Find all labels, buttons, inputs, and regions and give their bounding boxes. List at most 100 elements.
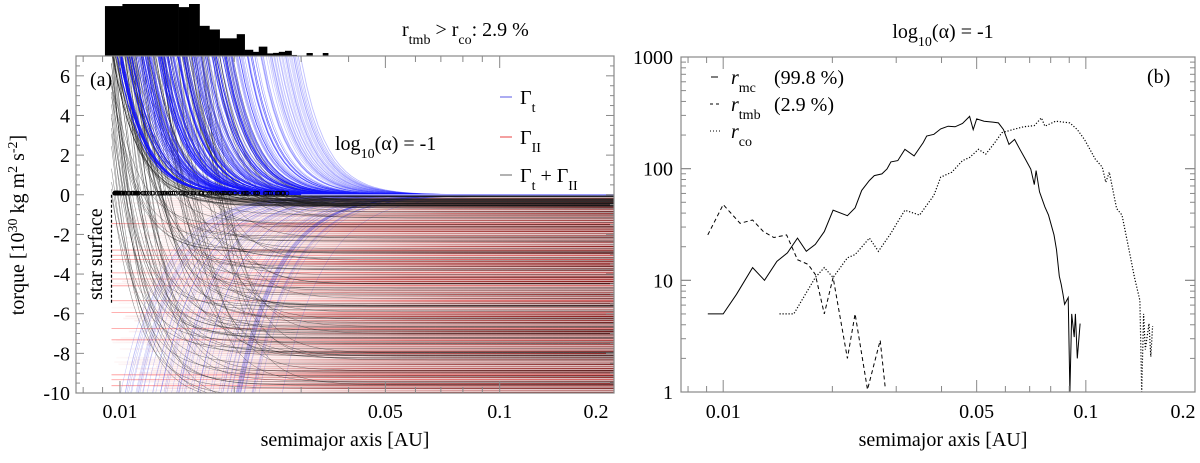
gamma-total-curve bbox=[162, 56, 614, 323]
corotation-crossing-marker bbox=[187, 190, 193, 196]
gamma-ii-line bbox=[140, 389, 614, 392]
y-tick-label: 4 bbox=[60, 105, 70, 127]
legend-gamma-sum: Γt + ΓII bbox=[520, 165, 578, 194]
panel-a-tag: (a) bbox=[90, 69, 112, 91]
y-tick-label: -8 bbox=[53, 343, 70, 365]
gamma-ii-line bbox=[111, 306, 614, 309]
gamma-total-curve bbox=[124, 56, 219, 393]
gamma-total-curve bbox=[125, 56, 614, 252]
corotation-crossing-marker bbox=[179, 190, 184, 196]
gamma-total-curve bbox=[167, 56, 614, 358]
gamma-total-curve bbox=[156, 56, 614, 258]
y-tick-label: 1000 bbox=[633, 47, 673, 69]
gamma-total-curve bbox=[162, 56, 614, 307]
y-tick-label: 2 bbox=[60, 145, 70, 167]
gamma-total-curve bbox=[160, 56, 614, 259]
gamma-total-curve bbox=[111, 83, 614, 344]
gamma-total-curve bbox=[117, 56, 614, 328]
gamma-ii-line bbox=[162, 394, 614, 396]
gamma-total-curve bbox=[121, 56, 614, 237]
corotation-crossing-marker bbox=[262, 190, 268, 196]
gamma-total-curve bbox=[131, 56, 614, 270]
corotation-crossing-marker bbox=[181, 190, 187, 196]
histogram-bar bbox=[219, 38, 238, 56]
corotation-crossing-marker bbox=[280, 190, 286, 196]
gamma-ii-line bbox=[154, 383, 614, 385]
legend-rtmb-pct: (2.9 %) bbox=[774, 94, 834, 116]
gamma-total-curve bbox=[111, 74, 614, 227]
panel-a-ylabel: torque [1030 kg m2 s-2] bbox=[6, 135, 30, 315]
gamma-total-curve bbox=[111, 196, 614, 349]
gamma-total-curve bbox=[113, 56, 614, 386]
gamma-ii-line bbox=[142, 308, 614, 311]
legend-rco-label: rco bbox=[731, 121, 752, 150]
gamma-total-curve bbox=[111, 133, 205, 393]
gamma-total-curve bbox=[168, 56, 614, 202]
gamma-total-curve bbox=[111, 181, 614, 342]
gamma-total-curve bbox=[163, 56, 614, 356]
histogram-annotation: rtmb > rco: 2.9 % bbox=[402, 19, 529, 48]
torque-curves bbox=[110, 56, 614, 400]
corotation-crossing-marker bbox=[207, 190, 213, 196]
gamma-total-curve bbox=[112, 56, 614, 338]
gamma-total-curve bbox=[148, 56, 614, 200]
gamma-total-curve bbox=[133, 56, 614, 267]
gamma-total-curve bbox=[152, 56, 614, 331]
corotation-crossing-marker bbox=[132, 190, 138, 196]
legend-gamma-t: Γt bbox=[520, 87, 536, 116]
gamma-ii-line bbox=[133, 245, 614, 248]
gamma-ii-line bbox=[112, 341, 614, 344]
histogram-bar bbox=[258, 46, 268, 56]
x-tick-label: 0.2 bbox=[584, 401, 609, 423]
gamma-ii-line bbox=[146, 250, 614, 252]
histogram-bar bbox=[178, 7, 190, 57]
histogram-bar bbox=[322, 53, 329, 56]
gamma-ii-line bbox=[118, 302, 614, 305]
histogram-bar bbox=[267, 53, 274, 56]
panel-a-ticks: 6 4 2 0 -2 -4 -6 -8 -10 0.01 0.05 0.1 0.2 bbox=[43, 55, 615, 423]
histogram-bar bbox=[273, 52, 280, 56]
y-tick-label: -2 bbox=[53, 224, 70, 246]
series-r-tmb bbox=[707, 203, 886, 390]
corotation-crossing-marker bbox=[237, 190, 243, 196]
gamma-total-curve bbox=[128, 56, 614, 334]
gamma-total-curve bbox=[148, 56, 614, 216]
gamma-total-curve bbox=[128, 56, 614, 224]
corotation-crossing-marker bbox=[202, 190, 208, 196]
corotation-crossing-marker bbox=[194, 190, 200, 196]
gamma-ii-line bbox=[127, 269, 614, 272]
gamma-ii-line bbox=[122, 398, 614, 400]
gamma-total-curve bbox=[124, 56, 614, 353]
corotation-crossing-marker bbox=[231, 190, 237, 196]
gamma-total-curve bbox=[136, 56, 614, 373]
gamma-ii-line bbox=[147, 293, 614, 296]
gamma-total-curve bbox=[111, 80, 614, 251]
gamma-total-curve bbox=[164, 56, 614, 306]
corotation-crossing-marker bbox=[243, 190, 249, 196]
gamma-total-curve bbox=[133, 56, 614, 278]
corotation-crossing-marker bbox=[154, 190, 160, 196]
gamma-ii-line bbox=[154, 346, 614, 348]
gamma-total-curve bbox=[112, 56, 614, 385]
gamma-total-curve bbox=[188, 56, 614, 209]
gamma-ii-line bbox=[138, 215, 614, 217]
gamma-total-curve bbox=[142, 56, 614, 289]
gamma-total-curve bbox=[111, 114, 227, 393]
gamma-ii-line bbox=[163, 228, 614, 230]
y-tick-label: 100 bbox=[643, 159, 673, 181]
gamma-total-curve bbox=[132, 56, 614, 382]
gamma-total-curve bbox=[112, 56, 209, 393]
gamma-ii-line bbox=[127, 208, 614, 211]
gamma-ii-line bbox=[148, 350, 614, 352]
gamma-ii-line bbox=[164, 332, 614, 335]
y-tick-label: -10 bbox=[43, 383, 70, 405]
gamma-ii-line bbox=[160, 376, 614, 379]
corotation-crossing-marker bbox=[140, 190, 146, 196]
gamma-total-curve bbox=[203, 56, 614, 386]
gamma-total-curve bbox=[141, 56, 614, 319]
star-surface-label: star surface bbox=[85, 208, 107, 300]
panel-b-tag: (b) bbox=[1147, 66, 1170, 88]
gamma-total-curve bbox=[158, 56, 614, 306]
gamma-total-curve bbox=[148, 56, 614, 225]
